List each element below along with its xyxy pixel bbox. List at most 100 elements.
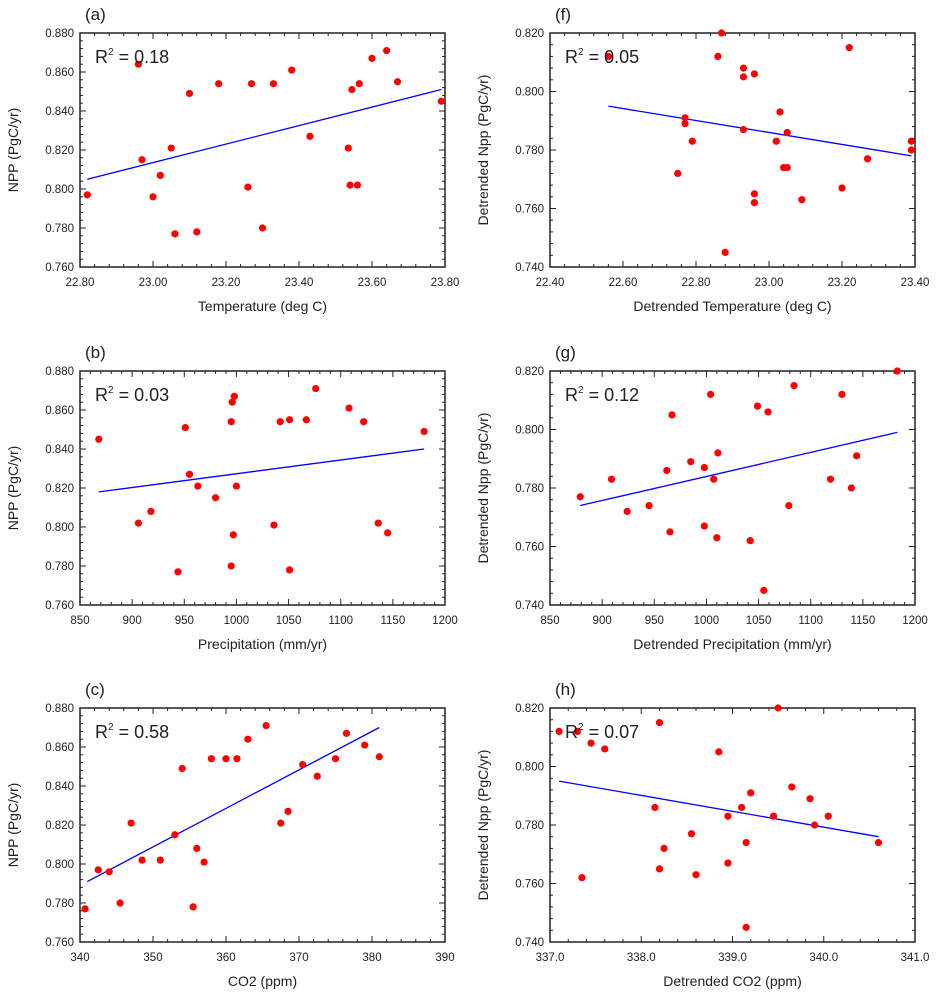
data-point [774, 704, 782, 712]
data-point [660, 844, 668, 853]
regression-line [86, 726, 380, 883]
regression-line [559, 780, 879, 838]
r2-superscript: 2 [578, 722, 584, 733]
r2-symbol: R [565, 47, 578, 67]
y-tick-label: 0.760 [45, 262, 74, 274]
y-tick-label: 0.800 [45, 859, 74, 871]
x-tick-label: 23.40 [285, 277, 314, 289]
data-point [655, 865, 664, 873]
data-point [798, 196, 806, 204]
data-point [847, 484, 855, 492]
data-point [863, 155, 872, 163]
data-point [331, 755, 340, 763]
y-tick-label: 0.820 [45, 145, 74, 157]
data-point [739, 73, 748, 81]
data-point [360, 418, 368, 426]
y-axis-label: NPP (PgC/yr) [5, 108, 21, 193]
y-tick-label: 0.800 [45, 522, 74, 534]
data-point [607, 475, 616, 483]
y-axis-label: Detrended Npp (PgC/yr) [475, 413, 491, 564]
data-point [94, 866, 102, 874]
y-tick-label: 0.800 [515, 762, 544, 774]
data-point [700, 522, 708, 530]
panel-g: 850 900 950 1000 1050 1100 1150 1200 0.740 0.760 0… [475, 343, 928, 652]
x-tick-label: 23.20 [828, 277, 857, 289]
data-point [342, 729, 351, 737]
plot-frame [79, 32, 446, 268]
x-axis-label: Detrended CO2 (ppm) [663, 973, 802, 989]
data-point [788, 783, 796, 791]
data-point [230, 392, 238, 400]
data-point [874, 838, 883, 847]
x-tick-label: 900 [123, 615, 142, 627]
r2-symbol: R [95, 385, 108, 405]
data-point [663, 466, 671, 475]
data-point [361, 741, 369, 749]
data-point [393, 78, 402, 86]
data-point [232, 482, 241, 490]
data-point [907, 146, 915, 154]
x-tick-label: 950 [645, 615, 664, 627]
data-point [721, 248, 729, 256]
data-point [747, 789, 755, 797]
data-point [288, 66, 296, 74]
y-axis-label: NPP (PgC/yr) [5, 783, 21, 868]
r-squared-annotation: R2 = 0.07 [565, 722, 639, 742]
x-tick-label: 22.40 [536, 277, 565, 289]
data-point [776, 108, 784, 116]
plot-frame [79, 370, 446, 606]
y-tick-label: 0.760 [515, 542, 544, 554]
data-point [355, 80, 363, 88]
data-point [555, 727, 563, 736]
r2-value: = 0.05 [584, 47, 640, 67]
x-tick-label: 850 [70, 615, 89, 627]
data-point [375, 753, 383, 761]
data-point [893, 367, 901, 375]
data-point [806, 795, 814, 803]
data-point [785, 501, 793, 510]
data-point [838, 390, 846, 398]
r2-symbol: R [95, 722, 108, 742]
data-point [826, 475, 835, 483]
x-tick-label: 1200 [902, 615, 928, 627]
data-point [229, 531, 237, 539]
x-tick-label: 340 [70, 952, 89, 964]
data-point [284, 807, 292, 815]
y-tick-label: 0.780 [45, 561, 74, 573]
y-tick-label: 0.780 [515, 145, 544, 157]
plot-frame [79, 707, 446, 943]
plot-frame [549, 32, 916, 268]
data-point [739, 64, 748, 72]
x-tick-label: 1100 [798, 615, 823, 627]
data-point [717, 29, 726, 37]
y-tick-label: 0.800 [45, 184, 74, 196]
x-axis-label: Temperature (deg C) [198, 298, 327, 314]
data-point [189, 903, 197, 911]
panel-b: 850 900 950 1000 1050 1100 1150 1200 0.760 0.780 0… [5, 343, 458, 652]
data-point [714, 52, 722, 61]
data-point [845, 44, 853, 52]
data-point [244, 735, 252, 743]
data-point [178, 764, 186, 773]
data-point [573, 727, 581, 736]
y-tick-label: 0.880 [45, 28, 74, 40]
x-tick-label: 900 [593, 615, 612, 627]
panel-label: (h) [555, 680, 576, 699]
data-point [138, 856, 146, 864]
x-tick-label: 1200 [432, 615, 458, 627]
data-point [207, 755, 215, 763]
data-point [228, 398, 236, 406]
data-point [156, 171, 164, 179]
data-point [276, 418, 284, 426]
x-tick-label: 370 [289, 952, 308, 964]
y-axis-label: Detrended Npp (PgC/yr) [475, 750, 491, 901]
y-tick-label: 0.820 [515, 703, 544, 715]
data-point [655, 719, 664, 727]
r2-value: = 0.58 [114, 722, 170, 742]
x-tick-label: 390 [435, 952, 454, 964]
data-point [750, 70, 759, 78]
data-point [587, 739, 595, 747]
data-point [211, 494, 220, 502]
data-point [227, 418, 235, 426]
data-point [147, 507, 155, 515]
